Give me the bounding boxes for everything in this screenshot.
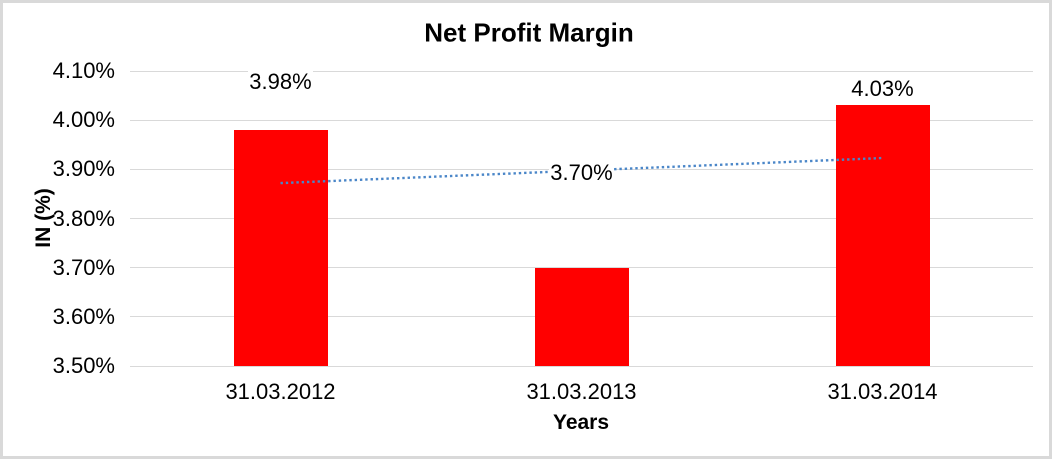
- gridline: [130, 70, 1033, 72]
- data-label-31.03.2013: 3.70%: [527, 159, 637, 185]
- y-tick-label: 3.70%: [52, 254, 115, 280]
- y-tick-label: 4.10%: [52, 58, 115, 83]
- gridline: [130, 218, 1033, 219]
- y-tick-label: 4.00%: [52, 107, 115, 133]
- bar-31.03.2013: [534, 267, 629, 366]
- x-tick-label: 31.03.2013: [526, 379, 637, 404]
- x-tick-label: 31.03.2014: [827, 379, 938, 404]
- bar-31.03.2014: [835, 105, 930, 366]
- data-label-31.03.2012: 3.98%: [226, 69, 336, 94]
- y-tick-label: 3.60%: [52, 303, 115, 329]
- data-label-text: 4.03%: [850, 76, 915, 102]
- y-tick-label: 3.80%: [52, 205, 115, 231]
- x-tick-label: 31.03.2012: [225, 379, 336, 404]
- y-tick-label: 3.50%: [52, 353, 115, 378]
- data-label-31.03.2014: 4.03%: [828, 76, 938, 102]
- bar-31.03.2012: [233, 130, 328, 366]
- gridline: [130, 119, 1033, 121]
- gridline: [130, 365, 1033, 367]
- data-label-text: 3.98%: [248, 69, 313, 94]
- x-axis-title: Years: [552, 411, 610, 434]
- data-label-text: 3.70%: [549, 159, 614, 185]
- y-tick-label: 3.90%: [52, 156, 115, 182]
- chart-title: Net Profit Margin: [424, 17, 634, 48]
